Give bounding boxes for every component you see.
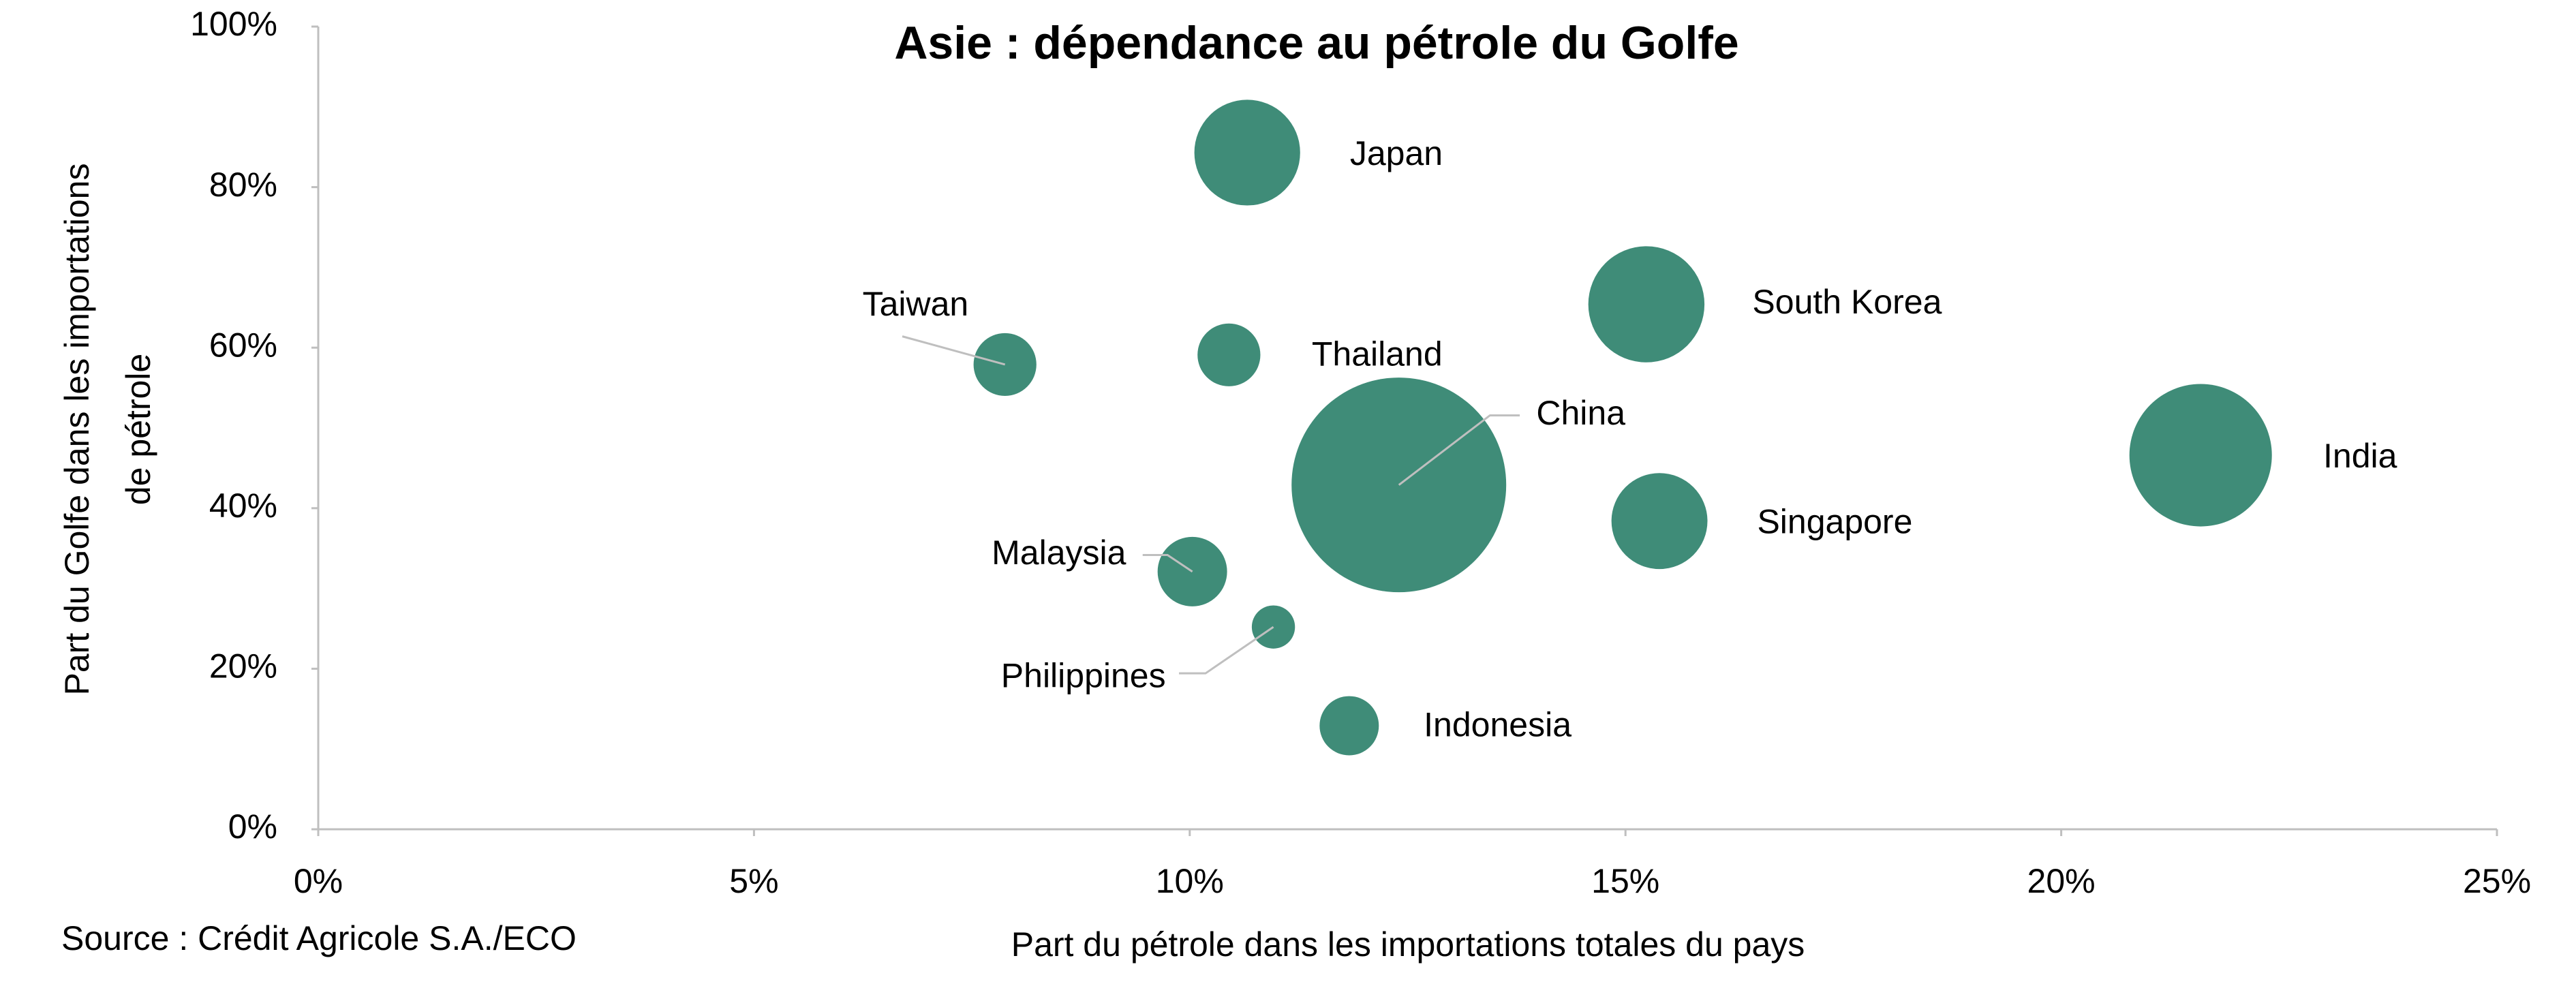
- x-tick-label: 0%: [294, 862, 343, 900]
- point-label: Philippines: [1001, 657, 1166, 695]
- chart-title: Asie : dépendance au pétrole du Golfe: [894, 17, 1738, 69]
- bubble: [2129, 384, 2272, 527]
- point-label: Indonesia: [1424, 706, 1571, 744]
- x-tick-label: 25%: [2463, 862, 2531, 900]
- point-label: Japan: [1350, 134, 1443, 172]
- leader-line: [1179, 626, 1274, 675]
- bubble: [1319, 696, 1379, 756]
- y-tick-label: 40%: [209, 487, 277, 525]
- x-axis-title: Part du pétrole dans les importations to…: [1011, 925, 1805, 964]
- bubble: [1251, 605, 1295, 649]
- point-label: Singapore: [1757, 503, 1912, 541]
- x-tick-label: 5%: [729, 862, 778, 900]
- x-tick-label: 15%: [1591, 862, 1659, 900]
- x-tick-label: 10%: [1156, 862, 1224, 900]
- bubble: [1194, 99, 1300, 206]
- point-label: Taiwan: [863, 285, 969, 323]
- x-tick-label: 20%: [2027, 862, 2096, 900]
- y-axis-title: Part du Golfe dans les importations: [58, 164, 96, 696]
- point-label: India: [2323, 437, 2397, 475]
- point-label: South Korea: [1752, 283, 1942, 321]
- point-label: Malaysia: [992, 534, 1126, 572]
- bubble: [1197, 323, 1261, 386]
- y-tick-label: 80%: [209, 166, 277, 204]
- y-tick-label: 0%: [228, 807, 277, 846]
- y-axis-title: de pétrole: [119, 354, 157, 505]
- leader-line: [902, 335, 1006, 366]
- y-tick-label: 60%: [209, 326, 277, 364]
- leader-line: [1142, 554, 1193, 573]
- point-label: China: [1536, 394, 1625, 432]
- y-tick-label: 100%: [190, 5, 277, 43]
- source: Source : Crédit Agricole S.A./ECO: [61, 919, 577, 957]
- point-label: Thailand: [1312, 335, 1443, 373]
- leader-line: [1398, 414, 1520, 486]
- bubble: [1588, 246, 1705, 363]
- bubble: [1611, 473, 1708, 570]
- bubble: [973, 333, 1037, 397]
- y-tick-label: 20%: [209, 647, 277, 685]
